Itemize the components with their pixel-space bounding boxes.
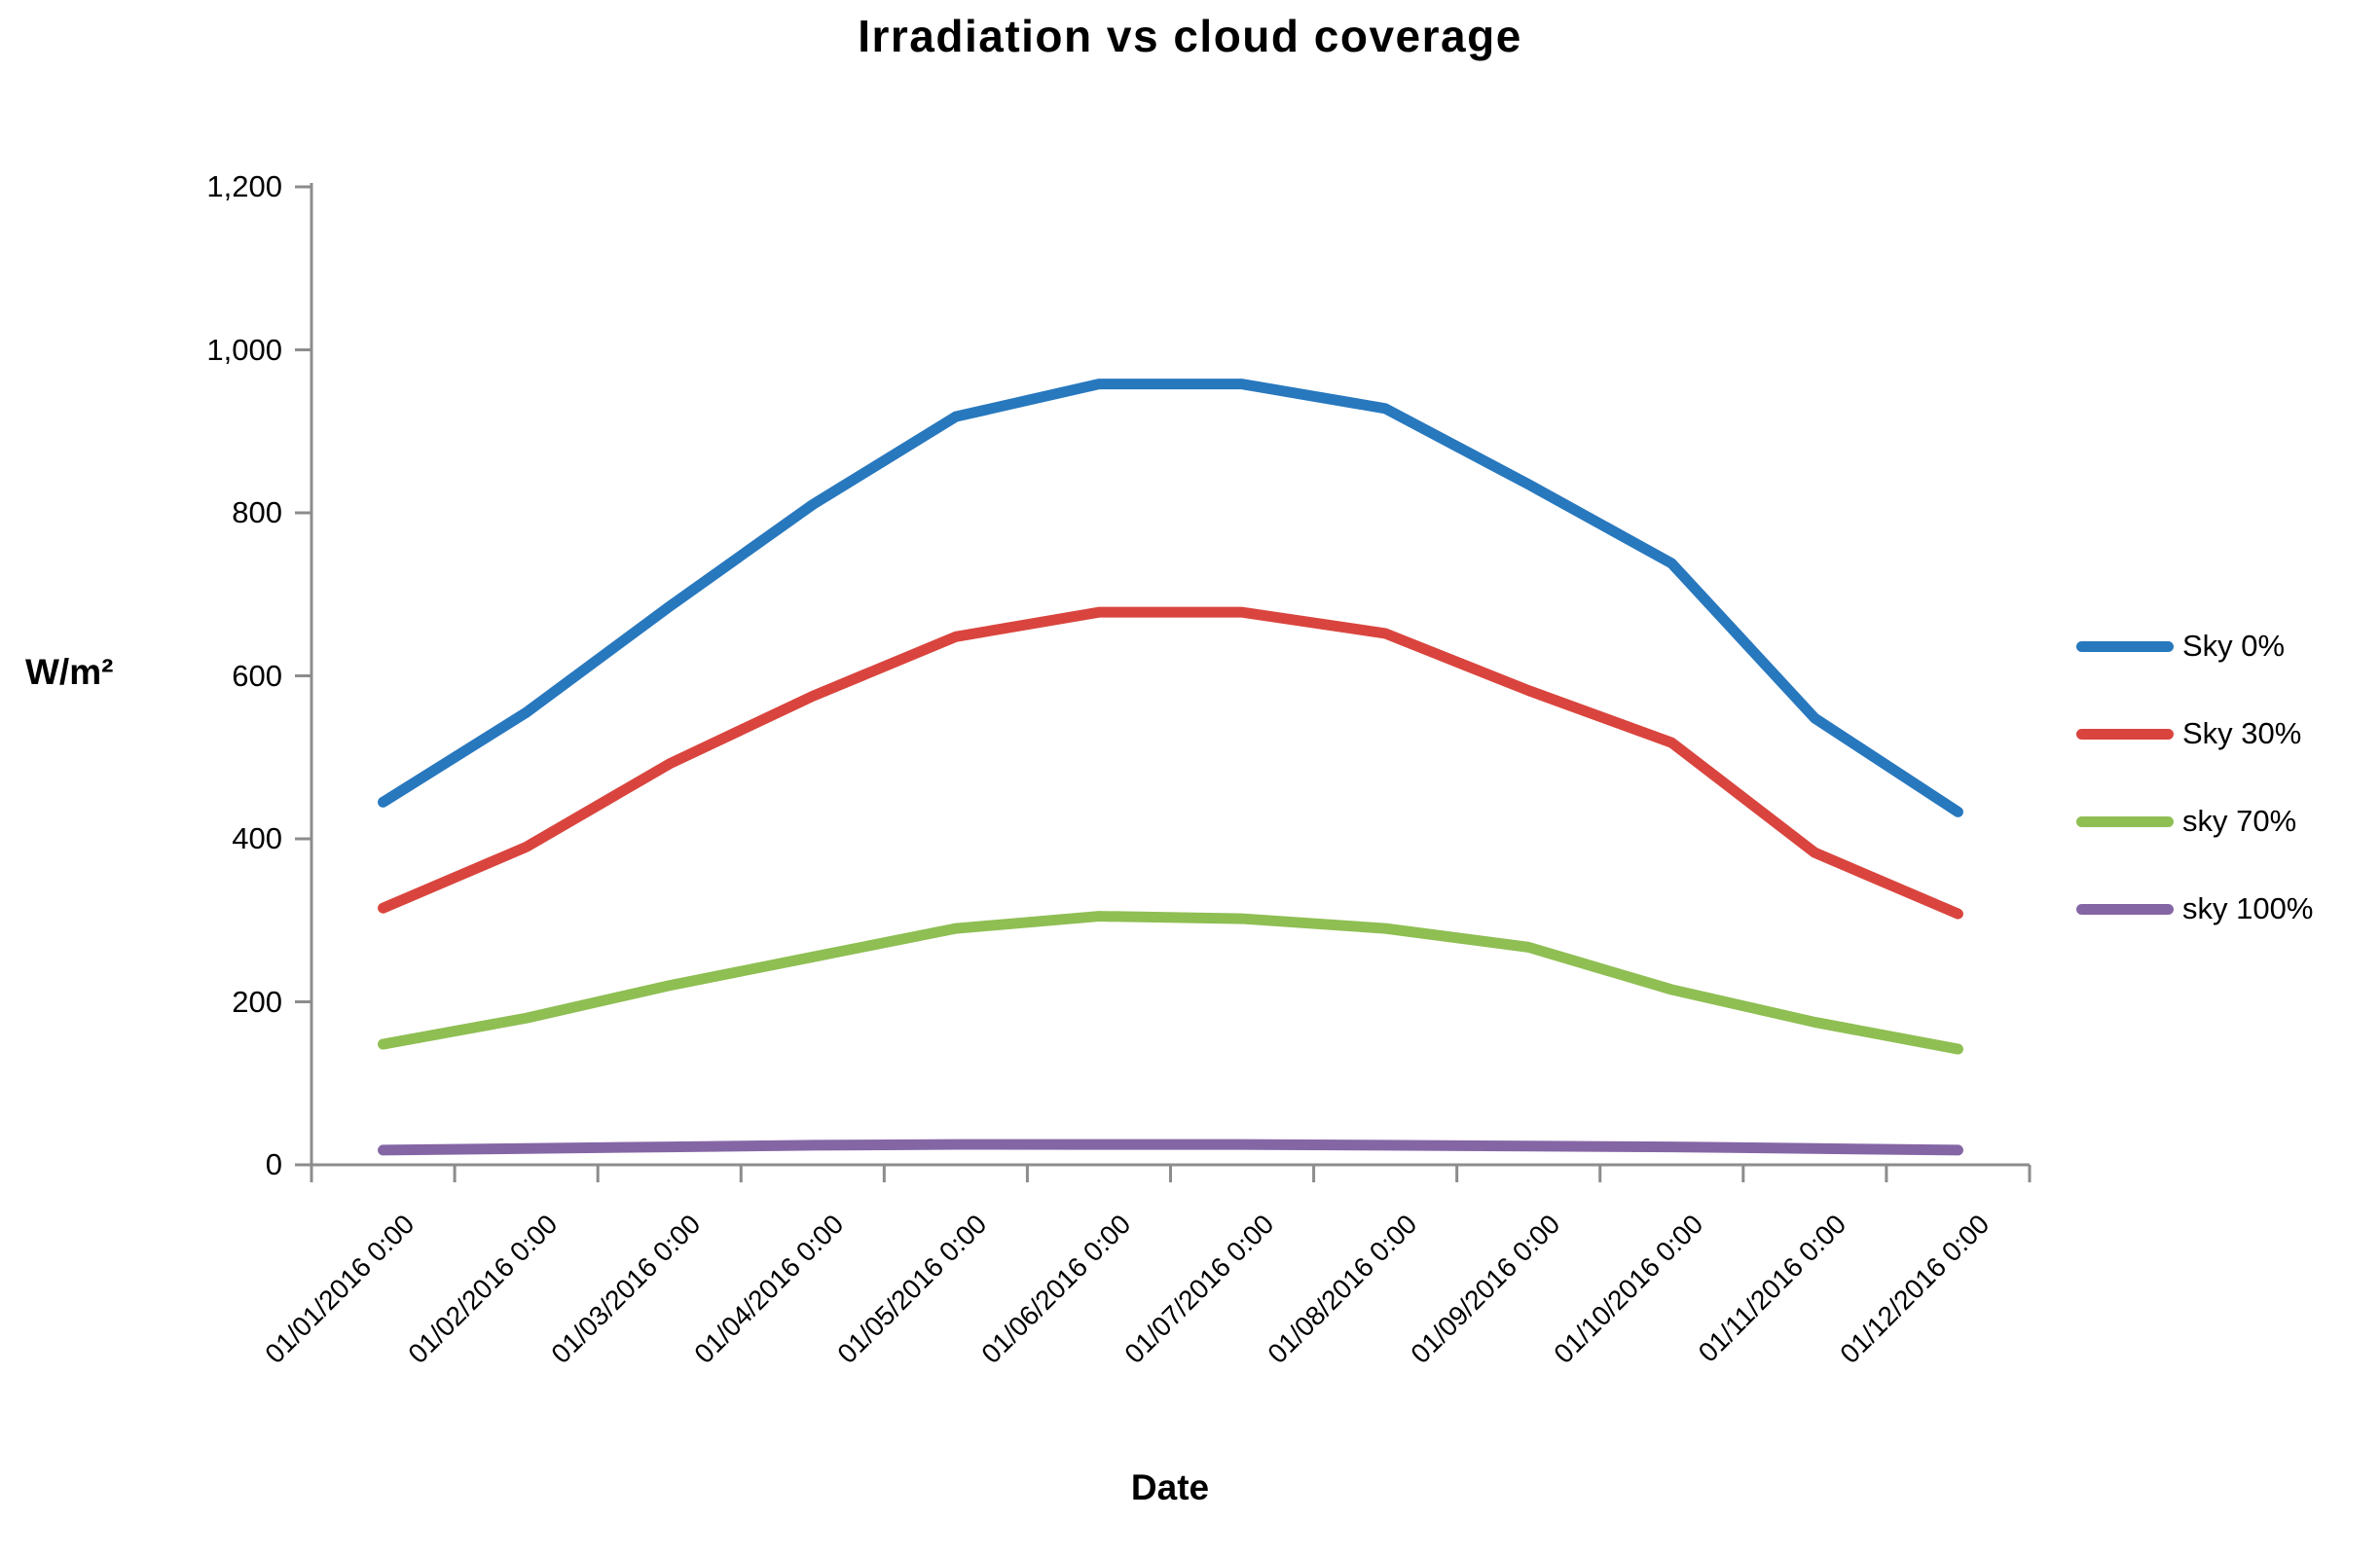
series-line-sky-30- — [378, 606, 1963, 920]
chart-title: Irradiation vs cloud coverage — [858, 11, 1522, 61]
legend-item-sky-70-: sky 70% — [2076, 804, 2313, 839]
legend-swatch-sky-70- — [2076, 815, 2174, 827]
legend-item-sky-30-: Sky 30% — [2076, 716, 2313, 751]
y-axis-tick-label: 1,200 — [206, 169, 282, 203]
y-axis-tick-label: 200 — [232, 984, 282, 1019]
legend-swatch-sky-100- — [2076, 903, 2174, 915]
legend-item-sky-100-: sky 100% — [2076, 891, 2313, 926]
legend-swatch-sky-0- — [2076, 640, 2174, 652]
series-line-sky-100- — [378, 1139, 1963, 1156]
legend-label-sky-0-: Sky 0% — [2182, 629, 2286, 663]
y-axis-tick-label: 1,000 — [206, 332, 282, 367]
y-axis-title: W/m² — [25, 652, 114, 692]
y-axis-tick-label: 600 — [232, 658, 282, 693]
legend-label-sky-30-: Sky 30% — [2182, 716, 2302, 750]
y-axis-tick-label: 800 — [232, 495, 282, 529]
legend-label-sky-100-: sky 100% — [2182, 891, 2314, 925]
legend-item-sky-0-: Sky 0% — [2076, 629, 2313, 664]
legend-swatch-sky-30- — [2076, 728, 2174, 740]
y-axis-tick-label: 0 — [265, 1147, 282, 1181]
x-axis-title: Date — [1130, 1467, 1210, 1507]
series-line-sky-70- — [378, 911, 1963, 1055]
series-line-sky-0- — [378, 379, 1963, 817]
legend-label-sky-70-: sky 70% — [2182, 804, 2297, 838]
legend: Sky 0% Sky 30% sky 70% sky 100% — [2076, 629, 2313, 926]
y-axis-tick-label: 400 — [232, 821, 282, 855]
